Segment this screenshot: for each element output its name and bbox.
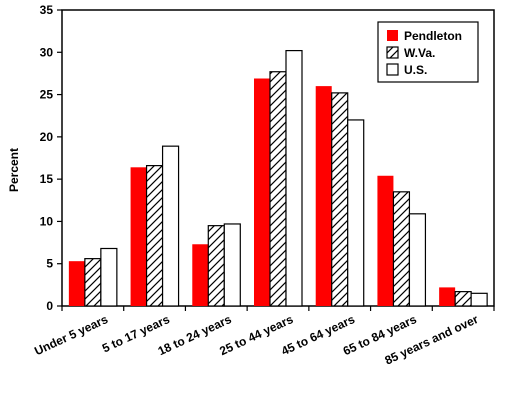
legend-label: W.Va. — [404, 46, 435, 60]
bar-w-va--5 — [392, 191, 411, 307]
bar-w-va--0 — [84, 258, 102, 307]
y-axis-title: Percent — [7, 148, 21, 192]
legend-swatch — [386, 46, 399, 59]
bar-u-s--1 — [161, 145, 180, 307]
bar-w-va--1 — [145, 165, 164, 307]
bar-w-va--6 — [454, 291, 472, 307]
bar-pendleton-4 — [315, 86, 332, 306]
bar-u-s--5 — [408, 213, 427, 307]
y-tick-label: 20 — [40, 130, 54, 144]
y-tick-label: 35 — [40, 3, 54, 17]
y-tick-label: 5 — [46, 257, 53, 271]
bar-u-s--3 — [285, 49, 303, 307]
x-tick-label: Under 5 years — [32, 312, 110, 358]
y-axis-ticks: 0 5 10 15 20 25 30 35 — [40, 3, 62, 313]
y-tick-label: 10 — [40, 214, 54, 228]
bar-pendleton-5 — [377, 175, 394, 306]
bar-u-s--0 — [100, 247, 118, 307]
bar-w-va--4 — [331, 92, 349, 307]
y-tick-label: 15 — [40, 172, 54, 186]
bar-pendleton-0 — [68, 261, 85, 306]
bar-u-s--4 — [347, 119, 365, 307]
bar-u-s--6 — [470, 292, 488, 307]
bar-u-s--2 — [223, 223, 241, 307]
bar-pendleton-6 — [439, 287, 456, 306]
plot-area — [61, 9, 495, 307]
legend-label: Pendleton — [404, 29, 462, 43]
legend: Pendleton W.Va. U.S. — [377, 21, 479, 83]
bar-pendleton-2 — [192, 244, 209, 306]
legend-swatch — [386, 63, 399, 76]
bar-w-va--3 — [269, 71, 287, 307]
bar-pendleton-3 — [254, 78, 270, 306]
legend-swatch — [387, 30, 398, 41]
y-tick-label: 25 — [40, 88, 54, 102]
bar-w-va--2 — [207, 225, 225, 307]
legend-label: U.S. — [404, 63, 427, 77]
y-tick-label: 0 — [46, 299, 53, 313]
y-tick-label: 30 — [40, 45, 54, 59]
bar-pendleton-1 — [130, 167, 147, 306]
